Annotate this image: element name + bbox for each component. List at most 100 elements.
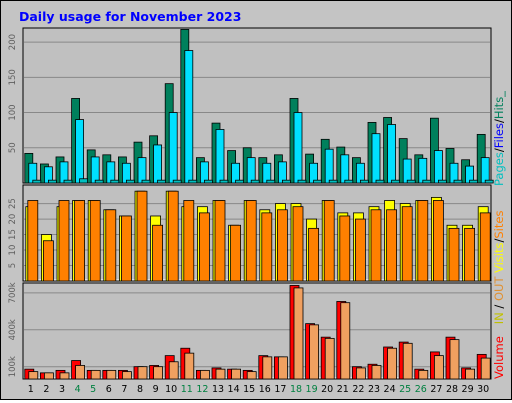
legend-pages: Pages	[492, 152, 506, 186]
pages-bar	[453, 179, 463, 184]
volume-legend: Volume​IN / OUT	[492, 276, 506, 379]
sites-bar	[401, 206, 413, 282]
day-label: 16	[259, 384, 271, 395]
pages-bar	[110, 179, 120, 184]
sites-bar	[245, 200, 257, 282]
day-label: 27	[430, 384, 442, 395]
plot-area	[22, 27, 492, 184]
files-bar	[324, 148, 334, 184]
in-out-bar	[106, 369, 117, 380]
pages-bar	[484, 179, 494, 184]
pages-bar	[297, 179, 307, 184]
in-out-bar	[387, 347, 398, 380]
day-label: 12	[196, 384, 208, 395]
in-out-bar	[199, 369, 210, 380]
sites-bar	[58, 200, 70, 282]
pages-bar	[94, 179, 104, 184]
volume-panel: 100k 400k 700k	[8, 282, 492, 380]
day-label: 1	[28, 384, 34, 395]
legend-sites: Sites	[492, 211, 506, 239]
y-tick-label: 150	[8, 69, 18, 85]
day-label: 18	[290, 384, 302, 395]
sites-bar	[214, 200, 226, 282]
in-out-bar	[262, 356, 273, 380]
y-tick-label: 25	[8, 198, 18, 209]
hits-files-pages-legend: Pages/Files/Hits_	[492, 91, 506, 186]
pages-bar	[266, 179, 276, 184]
files-bar	[168, 112, 178, 184]
sites-bar	[386, 209, 398, 282]
pages-bar	[437, 179, 447, 184]
in-out-bar	[402, 342, 413, 380]
in-out-bar	[355, 367, 366, 380]
day-label: 7	[121, 384, 127, 395]
files-bar	[340, 154, 350, 184]
y-tick-label: 700k	[8, 282, 18, 303]
svg-text:Pages/Files/Hits_: Pages/Files/Hits_	[492, 91, 506, 186]
sites-bar	[230, 224, 242, 282]
sites-bar	[89, 200, 101, 282]
in-out-bar	[122, 371, 132, 380]
y-tick-label: 400k	[8, 319, 18, 340]
files-bar	[153, 144, 163, 184]
day-label: 29	[462, 384, 474, 395]
sites-bar	[136, 190, 148, 282]
y-tick-label: 20	[8, 214, 18, 225]
day-label: 11	[181, 384, 193, 395]
sites-bar	[464, 227, 476, 282]
in-out-bar	[90, 369, 101, 380]
day-label: 17	[274, 384, 286, 395]
files-bar	[387, 124, 397, 184]
pages-bar	[422, 179, 432, 184]
legend-volume: Volume	[492, 336, 506, 379]
day-label: 26	[415, 384, 427, 395]
pages-bar	[235, 179, 245, 184]
pages-bar	[203, 179, 213, 184]
y-tick-label: 100k	[8, 356, 18, 377]
hits-files-pages-panel: 50 100 150 200	[8, 27, 494, 184]
sites-bar	[167, 190, 179, 282]
in-out-bar	[28, 371, 39, 380]
day-label: 6	[106, 384, 112, 395]
in-out-bar	[371, 365, 382, 380]
legend-separator: /	[492, 148, 506, 152]
sites-bar	[43, 240, 54, 282]
pages-bar	[359, 179, 369, 184]
files-bar	[293, 112, 303, 184]
day-label: 2	[43, 384, 49, 395]
visits-sites-legend: Visits/Sites	[492, 211, 506, 273]
day-label: 5	[90, 384, 96, 395]
files-bar	[418, 157, 428, 184]
legend-files: Files	[492, 123, 506, 148]
in-out-bar	[480, 357, 491, 380]
chart-title: Daily usage for November 2023	[19, 9, 241, 24]
in-out-bar	[59, 372, 70, 380]
day-axis: 1 2 3 4 5 6 7 8 9 10 11 12 13 14 15 16 17 18 19 20 21 22 23 24 2…	[28, 384, 489, 395]
sites-bar	[74, 200, 85, 282]
legend-separator: /	[492, 239, 506, 243]
in-out-bar	[277, 356, 288, 380]
day-label: 10	[165, 384, 177, 395]
pages-bar	[281, 179, 291, 184]
sites-bar	[479, 212, 491, 282]
pages-bar	[250, 179, 260, 184]
pages-bar	[391, 179, 401, 184]
in-out-bar	[215, 368, 226, 380]
sites-bar	[198, 212, 210, 282]
day-label: 14	[228, 384, 240, 395]
in-out-bar	[75, 365, 85, 380]
plot-area	[22, 282, 492, 380]
visits-sites-panel: 5 10 15 20 25	[8, 184, 492, 282]
in-out-bar	[153, 366, 164, 380]
files-bar	[137, 157, 147, 184]
pages-bar	[126, 179, 135, 184]
day-label: 23	[368, 384, 380, 395]
legend-visits: Visits	[492, 242, 506, 273]
day-label: 8	[137, 384, 143, 395]
day-label: 24	[384, 384, 396, 395]
y-tick-label: 200	[8, 34, 18, 50]
sites-bar	[308, 227, 320, 282]
pages-bar	[141, 179, 151, 184]
pages-bar	[32, 179, 42, 184]
